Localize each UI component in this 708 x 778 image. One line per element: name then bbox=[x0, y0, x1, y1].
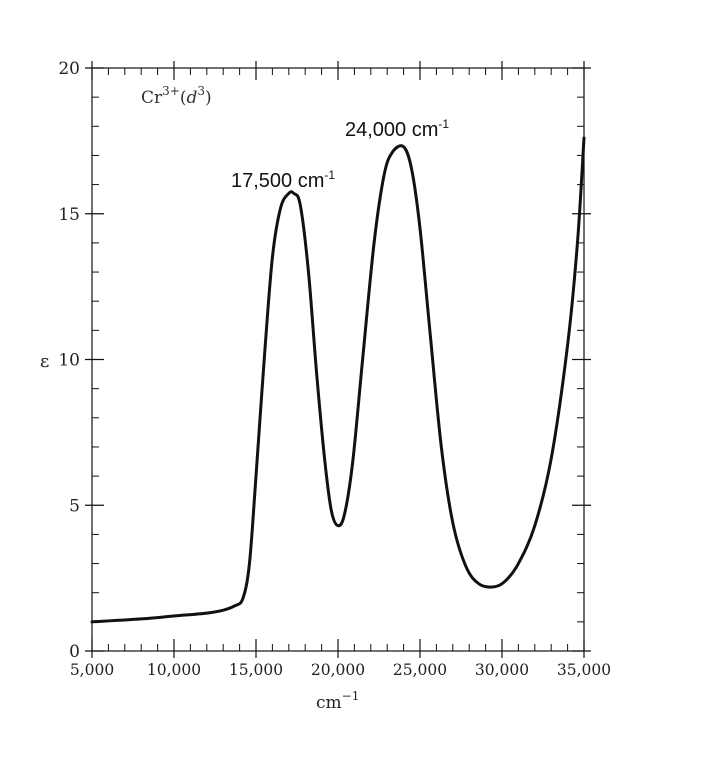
peak-label-24000: 24,000 cm-1 bbox=[345, 117, 449, 141]
x-minor-ticks bbox=[107, 68, 569, 651]
y-axis-label: ε bbox=[40, 351, 49, 372]
x-tick-label: 35,000 bbox=[557, 661, 611, 679]
peak-label-17500: 17,500 cm-1 bbox=[231, 168, 335, 192]
y-tick-label: 10 bbox=[58, 351, 80, 371]
y-tick-label: 0 bbox=[69, 642, 80, 662]
x-tick-labels: 5,000 10,000 15,000 20,000 25,000 30,000 35,00… bbox=[70, 661, 611, 679]
x-tick-label: 30,000 bbox=[475, 661, 529, 679]
ion-configuration-annotation: Cr3+(d3) bbox=[141, 84, 212, 108]
series-line-cr3-absorption bbox=[90, 136, 586, 624]
x-tick-label: 15,000 bbox=[229, 661, 283, 679]
x-tick-label: 20,000 bbox=[311, 661, 365, 679]
x-tick-label: 5,000 bbox=[70, 661, 114, 679]
y-tick-label: 5 bbox=[69, 496, 80, 516]
y-tick-label: 20 bbox=[58, 59, 80, 79]
x-axis-label: cm−1 bbox=[316, 689, 359, 713]
y-tick-labels: 0 5 10 15 20 bbox=[58, 59, 80, 662]
y-minor-ticks bbox=[92, 96, 584, 623]
plot-area-frame bbox=[91, 67, 585, 652]
x-tick-label: 25,000 bbox=[393, 661, 447, 679]
y-tick-label: 15 bbox=[58, 205, 80, 225]
x-tick-label: 10,000 bbox=[147, 661, 201, 679]
